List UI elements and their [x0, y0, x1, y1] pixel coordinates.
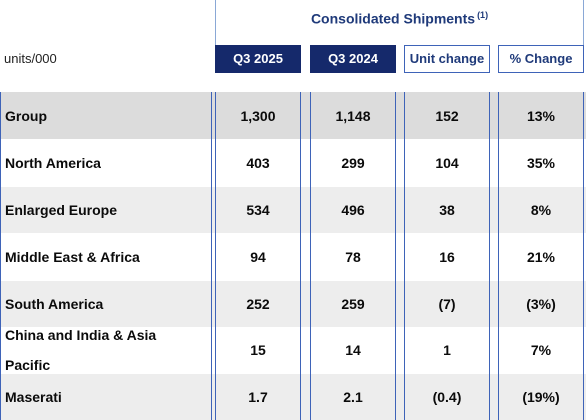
row-bg-maserati — [0, 373, 586, 420]
cell-china-india-asia-pacific-unit-change: 1 — [443, 342, 451, 358]
row-label-north-america: North America — [5, 154, 101, 171]
column-border-percent-change — [498, 92, 584, 420]
row-divider — [0, 186, 586, 187]
row-label-maserati: Maserati — [5, 388, 62, 405]
row-divider — [0, 233, 586, 234]
cell-maserati-unit-change: (0.4) — [432, 388, 462, 405]
cell-middle-east-africa-unit-change: 16 — [439, 248, 455, 265]
row-divider — [0, 139, 586, 140]
cell-enlarged-europe-percent-change: 8% — [530, 201, 552, 218]
row-bg-south-america — [0, 280, 586, 327]
cell-north-america-percent-change: 35% — [526, 154, 556, 171]
row-label-china-india-asia-pacific: China and India & Asia Pacific — [5, 327, 157, 373]
cell-south-america-q3-2025: 252 — [246, 295, 270, 312]
group-row-bg — [0, 92, 586, 139]
cell-group-q3-2024: 1,148 — [335, 107, 371, 124]
table-title: Consolidated Shipments (1) — [310, 10, 489, 27]
cell-middle-east-africa-q3-2024: 78 — [345, 248, 361, 265]
column-border-q3-2025 — [215, 92, 301, 420]
cell-group-q3-2025: 1,300 — [240, 107, 276, 124]
cell-group-unit-change: 152 — [435, 107, 459, 124]
cell-south-america-unit-change: (7) — [438, 295, 456, 312]
row-bg-enlarged-europe — [0, 186, 586, 233]
cell-china-india-asia-pacific-percent-change: 7% — [530, 342, 552, 358]
row-divider — [0, 373, 586, 374]
row-label-south-america: South America — [5, 295, 104, 312]
cell-group-percent-change: 13% — [526, 107, 556, 124]
column-header-unit-change: Unit change — [404, 45, 490, 73]
cell-china-india-asia-pacific-q3-2025: 15 — [250, 342, 266, 358]
cell-maserati-percent-change: (19%) — [522, 388, 560, 405]
row-label-middle-east-africa: Middle East & Africa — [5, 248, 140, 265]
column-border-unit-change — [404, 92, 490, 420]
cell-enlarged-europe-q3-2024: 496 — [341, 201, 365, 218]
footnote-marker: (1) — [477, 10, 489, 20]
units-label: units/000 — [4, 51, 57, 66]
cell-enlarged-europe-q3-2025: 534 — [246, 201, 270, 218]
row-label-enlarged-europe: Enlarged Europe — [5, 201, 118, 218]
cell-north-america-q3-2025: 403 — [246, 154, 270, 171]
cell-middle-east-africa-percent-change: 21% — [526, 248, 556, 265]
cell-maserati-q3-2025: 1.7 — [248, 388, 268, 405]
cell-north-america-q3-2024: 299 — [341, 154, 365, 171]
cell-china-india-asia-pacific-q3-2024: 14 — [345, 342, 361, 358]
header-box — [215, 0, 584, 45]
row-label-group: Group — [5, 107, 47, 124]
column-border-q3-2024 — [310, 92, 396, 420]
column-header-q3-2025: Q3 2025 — [215, 45, 301, 73]
label-column-border — [0, 92, 212, 420]
cell-maserati-q3-2024: 2.1 — [343, 388, 363, 405]
cell-enlarged-europe-unit-change: 38 — [439, 201, 455, 218]
cell-middle-east-africa-q3-2025: 94 — [250, 248, 266, 265]
column-header-q3-2024: Q3 2024 — [310, 45, 396, 73]
cell-south-america-percent-change: (3%) — [526, 295, 556, 312]
row-divider — [0, 280, 586, 281]
row-divider — [0, 327, 586, 328]
cell-south-america-q3-2024: 259 — [341, 295, 365, 312]
column-header-percent-change: % Change — [498, 45, 584, 73]
cell-north-america-unit-change: 104 — [435, 154, 459, 171]
